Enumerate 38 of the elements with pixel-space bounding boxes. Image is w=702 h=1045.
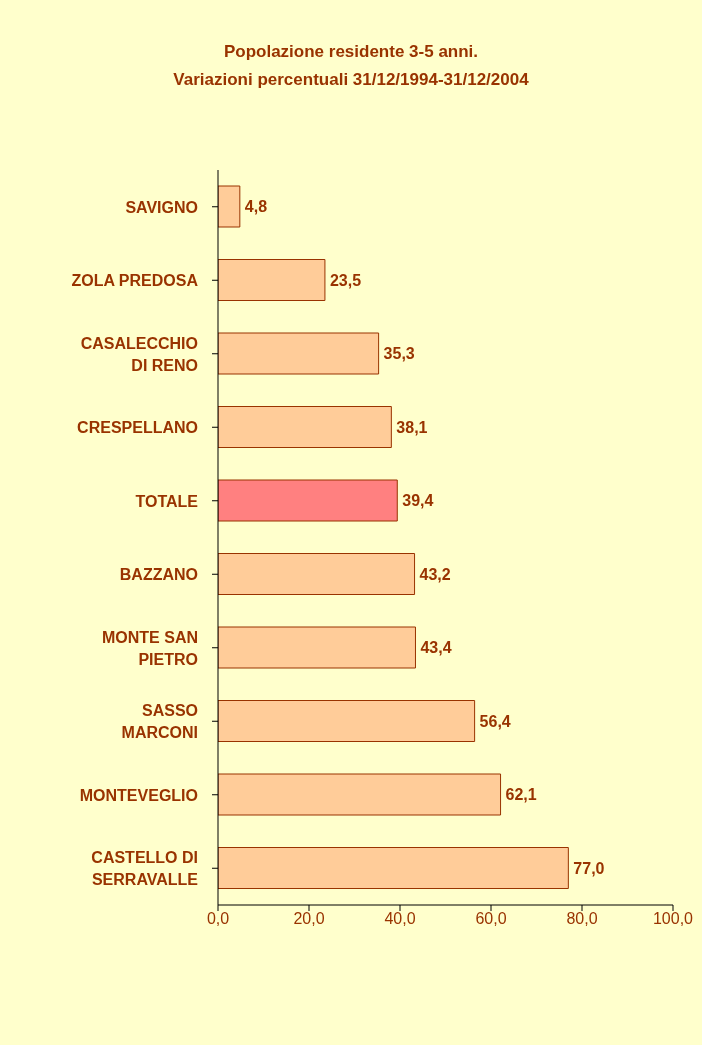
data-label: 35,3 <box>383 345 415 363</box>
bar <box>218 773 502 816</box>
y-tick-label: CRESPELLANO <box>77 418 198 436</box>
chart-subtitle: Variazioni percentuali 31/12/1994-31/12/2004 <box>172 69 530 91</box>
data-label: 23,5 <box>329 271 362 289</box>
x-tick-label: 40,0 <box>384 910 416 928</box>
data-label: 43,4 <box>420 639 452 657</box>
data-label: 77,0 <box>573 859 605 877</box>
bar <box>218 847 569 889</box>
bar <box>218 700 476 742</box>
x-tick-label: 60,0 <box>475 910 507 928</box>
y-tick-label: CASALECCHIO DI RENO <box>80 334 198 374</box>
y-tick-label: TOTALE <box>135 492 199 510</box>
x-tick-label: 20,0 <box>293 910 325 928</box>
x-tick-label: 100,0 <box>652 910 694 928</box>
y-tick-label: MONTEVEGLIO <box>79 786 198 804</box>
bar <box>218 332 380 375</box>
bar <box>218 259 326 301</box>
y-tick-label: ZOLA PREDOSA <box>71 271 199 289</box>
data-label: 56,4 <box>479 712 511 730</box>
bar <box>218 626 416 669</box>
bar <box>218 406 392 448</box>
chart-title: Popolazione residente 3-5 anni. <box>222 41 480 63</box>
data-label: 62,1 <box>505 786 537 804</box>
data-label: 39,4 <box>402 492 434 510</box>
bar <box>218 553 416 595</box>
bar <box>218 185 241 228</box>
data-label: 43,2 <box>419 565 451 583</box>
x-tick-label: 80,0 <box>566 910 598 928</box>
y-tick-label: CASTELLO DI SERRAVALLE <box>91 848 199 888</box>
bar <box>218 479 398 522</box>
y-tick-label: SASSO MARCONI <box>121 701 198 741</box>
x-tick-label: 0,0 <box>206 910 230 928</box>
y-tick-label: MONTE SAN PIETRO <box>102 628 198 668</box>
y-tick-label: SAVIGNO <box>125 198 198 216</box>
data-label: 4,8 <box>244 198 268 216</box>
y-tick-label: BAZZANO <box>119 565 198 583</box>
data-label: 38,1 <box>396 418 428 436</box>
